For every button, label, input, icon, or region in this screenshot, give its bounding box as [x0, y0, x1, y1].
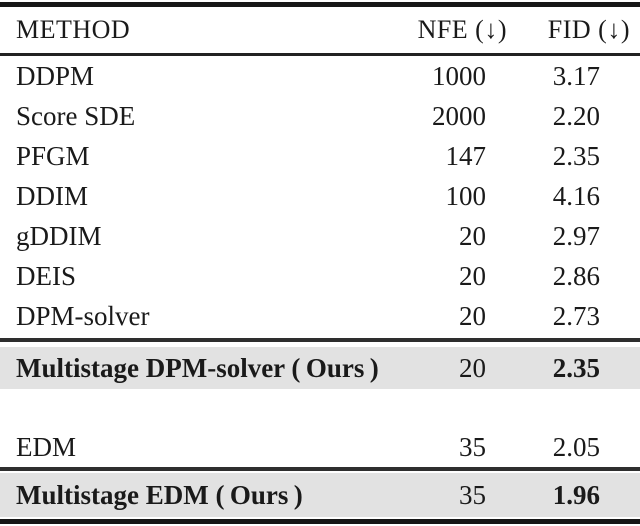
header-nfe: NFE (↓)	[330, 17, 507, 43]
nfe-cell: 35	[459, 431, 486, 462]
row-ddim: DDIM 100 4.16	[0, 176, 640, 216]
nfe-cell: 2000	[432, 100, 486, 131]
method-cell: Multistage EDM ( Ours )	[16, 479, 303, 510]
nfe-cell: 100	[445, 180, 487, 211]
header-fid-label: FID (↓)	[547, 15, 630, 44]
header-nfe-label: NFE (↓)	[417, 15, 507, 44]
method-cell: DDPM	[16, 60, 95, 91]
fid-cell: 2.97	[552, 220, 600, 251]
nfe-cell: 147	[445, 140, 487, 171]
nfe-cell: 1000	[432, 60, 486, 91]
nfe-cell: 35	[459, 479, 486, 510]
fid-cell: 4.16	[552, 180, 600, 211]
nfe-cell: 20	[459, 260, 486, 291]
method-cell: Multistage DPM-solver ( Ours )	[16, 352, 379, 383]
fid-cell: 2.05	[552, 431, 600, 462]
midrule-above-multistage-dpm	[0, 338, 640, 342]
fid-cell: 3.17	[552, 60, 600, 91]
row-multistage-edm: Multistage EDM ( Ours ) 35 1.96	[0, 473, 640, 517]
row-gddim: gDDIM 20 2.97	[0, 216, 640, 256]
method-cell: PFGM	[16, 140, 90, 171]
method-cell: DPM-solver	[16, 300, 150, 331]
method-cell: DDIM	[16, 180, 88, 211]
row-ddpm: DDPM 1000 3.17	[0, 56, 640, 96]
method-cell: Score SDE	[16, 100, 136, 131]
row-pfgm: PFGM 147 2.35	[0, 136, 640, 176]
method-cell: EDM	[16, 431, 76, 462]
header-method: METHOD	[16, 15, 131, 44]
row-deis: DEIS 20 2.86	[0, 256, 640, 296]
fid-cell: 2.20	[552, 100, 600, 131]
fid-cell: 2.73	[552, 300, 600, 331]
row-score-sde: Score SDE 2000 2.20	[0, 96, 640, 136]
method-cell: gDDIM	[16, 220, 102, 251]
header-fid: FID (↓)	[492, 17, 640, 43]
fid-cell: 2.86	[552, 260, 600, 291]
midrule-above-multistage-edm	[0, 467, 640, 471]
fid-cell: 2.35	[552, 140, 600, 171]
fid-cell: 1.96	[552, 479, 600, 510]
header-separator-rule	[0, 53, 640, 56]
nfe-cell: 20	[459, 220, 486, 251]
row-dpm-solver: DPM-solver 20 2.73	[0, 296, 640, 336]
table-bottom-rule	[0, 519, 640, 524]
method-cell: DEIS	[16, 260, 76, 291]
fid-cell: 2.35	[552, 352, 600, 383]
nfe-cell: 20	[459, 300, 486, 331]
row-edm: EDM 35 2.05	[0, 427, 640, 467]
row-multistage-dpm-solver: Multistage DPM-solver ( Ours ) 20 2.35	[0, 347, 640, 389]
table-top-rule	[0, 2, 640, 7]
section-gap	[0, 389, 640, 427]
table-header-row: METHOD NFE (↓) FID (↓)	[0, 7, 640, 53]
nfe-cell: 20	[459, 352, 486, 383]
